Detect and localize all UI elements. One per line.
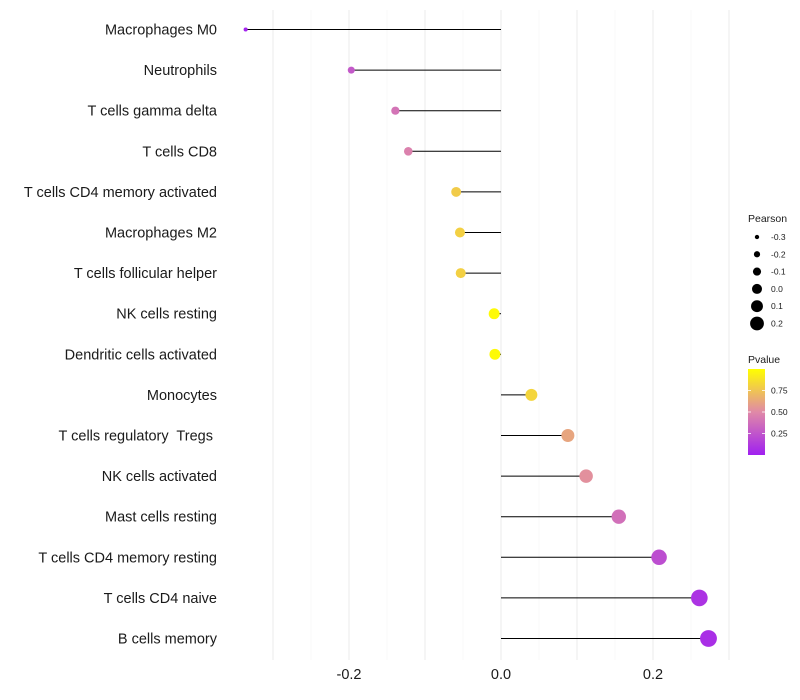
category-label: Dendritic cells activated bbox=[65, 347, 217, 363]
data-point bbox=[525, 388, 538, 401]
data-point bbox=[579, 469, 593, 483]
category-label: T cells CD4 naive bbox=[104, 591, 217, 607]
size-legend-label: -0.2 bbox=[771, 249, 786, 259]
data-point bbox=[651, 549, 667, 566]
category-label: Monocytes bbox=[147, 388, 217, 404]
size-legend-label: -0.3 bbox=[771, 232, 786, 242]
category-labels: Macrophages M0 Neutrophils T cells gamma d… bbox=[24, 23, 218, 648]
category-label: Macrophages M2 bbox=[105, 226, 217, 242]
size-legend-point bbox=[750, 316, 764, 331]
x-tick-label: -0.2 bbox=[337, 667, 362, 683]
data-point bbox=[391, 106, 400, 115]
grid-layer bbox=[272, 10, 730, 660]
size-legend-title: Pearson bbox=[748, 213, 787, 225]
size-legend-point bbox=[753, 251, 761, 258]
category-label: Neutrophils bbox=[144, 63, 217, 79]
data-point bbox=[700, 630, 717, 647]
size-legend-items: -0.3 -0.2 -0.1 0.0 0.1 0.2 bbox=[750, 232, 786, 331]
data-point bbox=[455, 268, 466, 279]
data-point bbox=[488, 308, 500, 320]
data-point bbox=[403, 147, 413, 156]
category-label: T cells CD4 memory resting bbox=[38, 550, 217, 566]
size-legend-point bbox=[752, 267, 762, 276]
x-tick-labels: -0.2 0.0 0.2 bbox=[337, 667, 664, 683]
size-legend-point bbox=[751, 283, 763, 294]
color-legend-label: 0.25 bbox=[771, 429, 788, 439]
category-label: T cells CD4 memory activated bbox=[24, 185, 217, 201]
x-tick-label: 0.2 bbox=[643, 667, 663, 683]
category-label: Macrophages M0 bbox=[105, 23, 217, 39]
category-label: T cells gamma delta bbox=[88, 104, 218, 120]
color-legend-title: Pvalue bbox=[748, 354, 780, 366]
x-tick-label: 0.0 bbox=[491, 667, 511, 683]
color-bar bbox=[748, 369, 765, 455]
data-point bbox=[691, 589, 708, 607]
data-point bbox=[451, 186, 462, 197]
data-point bbox=[454, 227, 465, 238]
size-legend-label: 0.2 bbox=[771, 319, 783, 329]
category-label: Mast cells resting bbox=[105, 510, 217, 526]
category-label: T cells CD8 bbox=[142, 144, 217, 160]
color-legend-label: 0.50 bbox=[771, 407, 788, 417]
size-legend-point bbox=[751, 300, 763, 313]
stem-layer bbox=[245, 29, 709, 639]
data-point bbox=[489, 348, 501, 360]
category-label: NK cells activated bbox=[102, 469, 217, 485]
category-label: T cells regulatory Tregs bbox=[59, 429, 218, 445]
size-legend-label: -0.1 bbox=[771, 267, 786, 277]
size-legend-label: 0.0 bbox=[771, 284, 783, 294]
data-point bbox=[561, 429, 575, 442]
color-legend-items: 0.75 0.50 0.25 bbox=[748, 386, 788, 439]
data-point bbox=[347, 66, 355, 74]
data-point bbox=[243, 27, 248, 32]
category-label: T cells follicular helper bbox=[74, 266, 217, 282]
size-legend-point bbox=[754, 234, 760, 240]
color-legend-label: 0.75 bbox=[771, 386, 788, 396]
category-label: B cells memory bbox=[118, 632, 218, 648]
category-label: NK cells resting bbox=[116, 307, 217, 323]
point-layer bbox=[243, 27, 717, 647]
legend: Pearson -0.3 -0.2 -0.1 0.0 0.1 0.2 Pvalue 0.7… bbox=[748, 213, 788, 455]
data-point bbox=[611, 509, 626, 524]
size-legend-label: 0.1 bbox=[771, 301, 783, 311]
